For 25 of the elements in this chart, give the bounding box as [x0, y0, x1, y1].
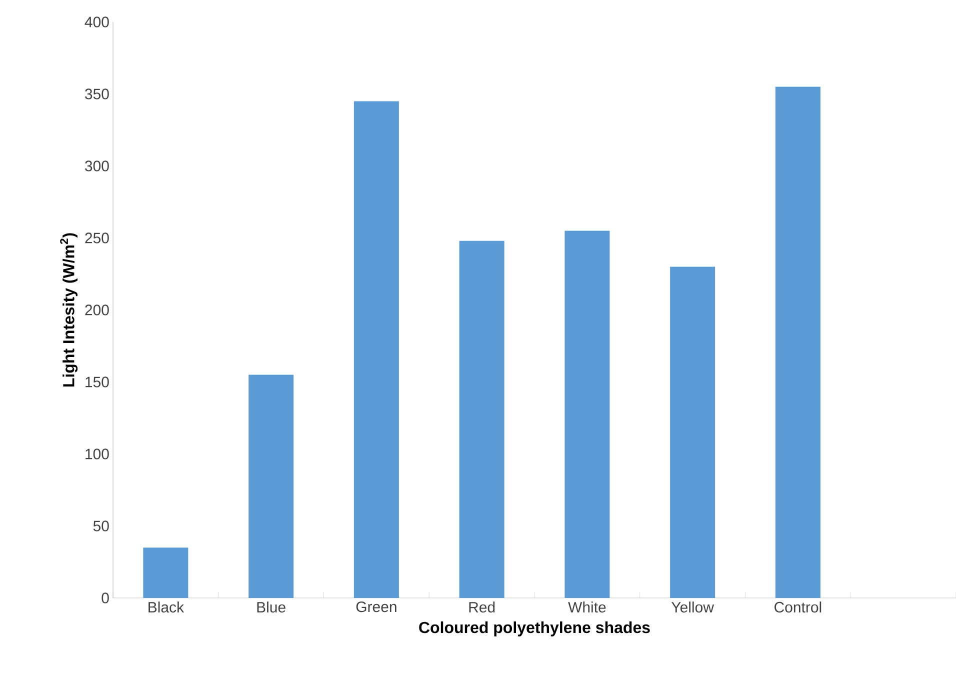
bar	[564, 230, 610, 598]
y-tick-label: 300	[85, 160, 109, 172]
x-axis-title: Coloured polyethylene shades	[419, 621, 650, 636]
y-tick-label: 150	[86, 376, 109, 388]
y-tick-label: 100	[86, 448, 109, 460]
x-tick-label: Blue	[257, 602, 286, 613]
y-axis-title: Light Intesity (W/m$^{2}$)	[60, 233, 78, 387]
bar	[459, 240, 504, 598]
y-tick-label: 200	[85, 304, 109, 316]
bar	[775, 86, 820, 598]
x-tick-label: Red	[469, 602, 495, 613]
x-tick-label: Control	[774, 602, 822, 613]
bar	[354, 101, 399, 598]
x-tick-label: Green	[356, 602, 396, 612]
y-tick-label: 0	[102, 592, 109, 604]
y-tick-label: 400	[84, 16, 109, 28]
bar	[143, 548, 188, 598]
bar	[248, 374, 294, 598]
bar	[670, 266, 716, 598]
y-tick-label: 250	[85, 232, 109, 244]
y-tick-label: 350	[85, 88, 109, 100]
x-tick-label: Black	[148, 602, 184, 613]
x-tick-label: White	[568, 602, 606, 613]
x-tick-label: Yellow	[671, 602, 714, 613]
y-tick-label: 50	[93, 520, 109, 532]
